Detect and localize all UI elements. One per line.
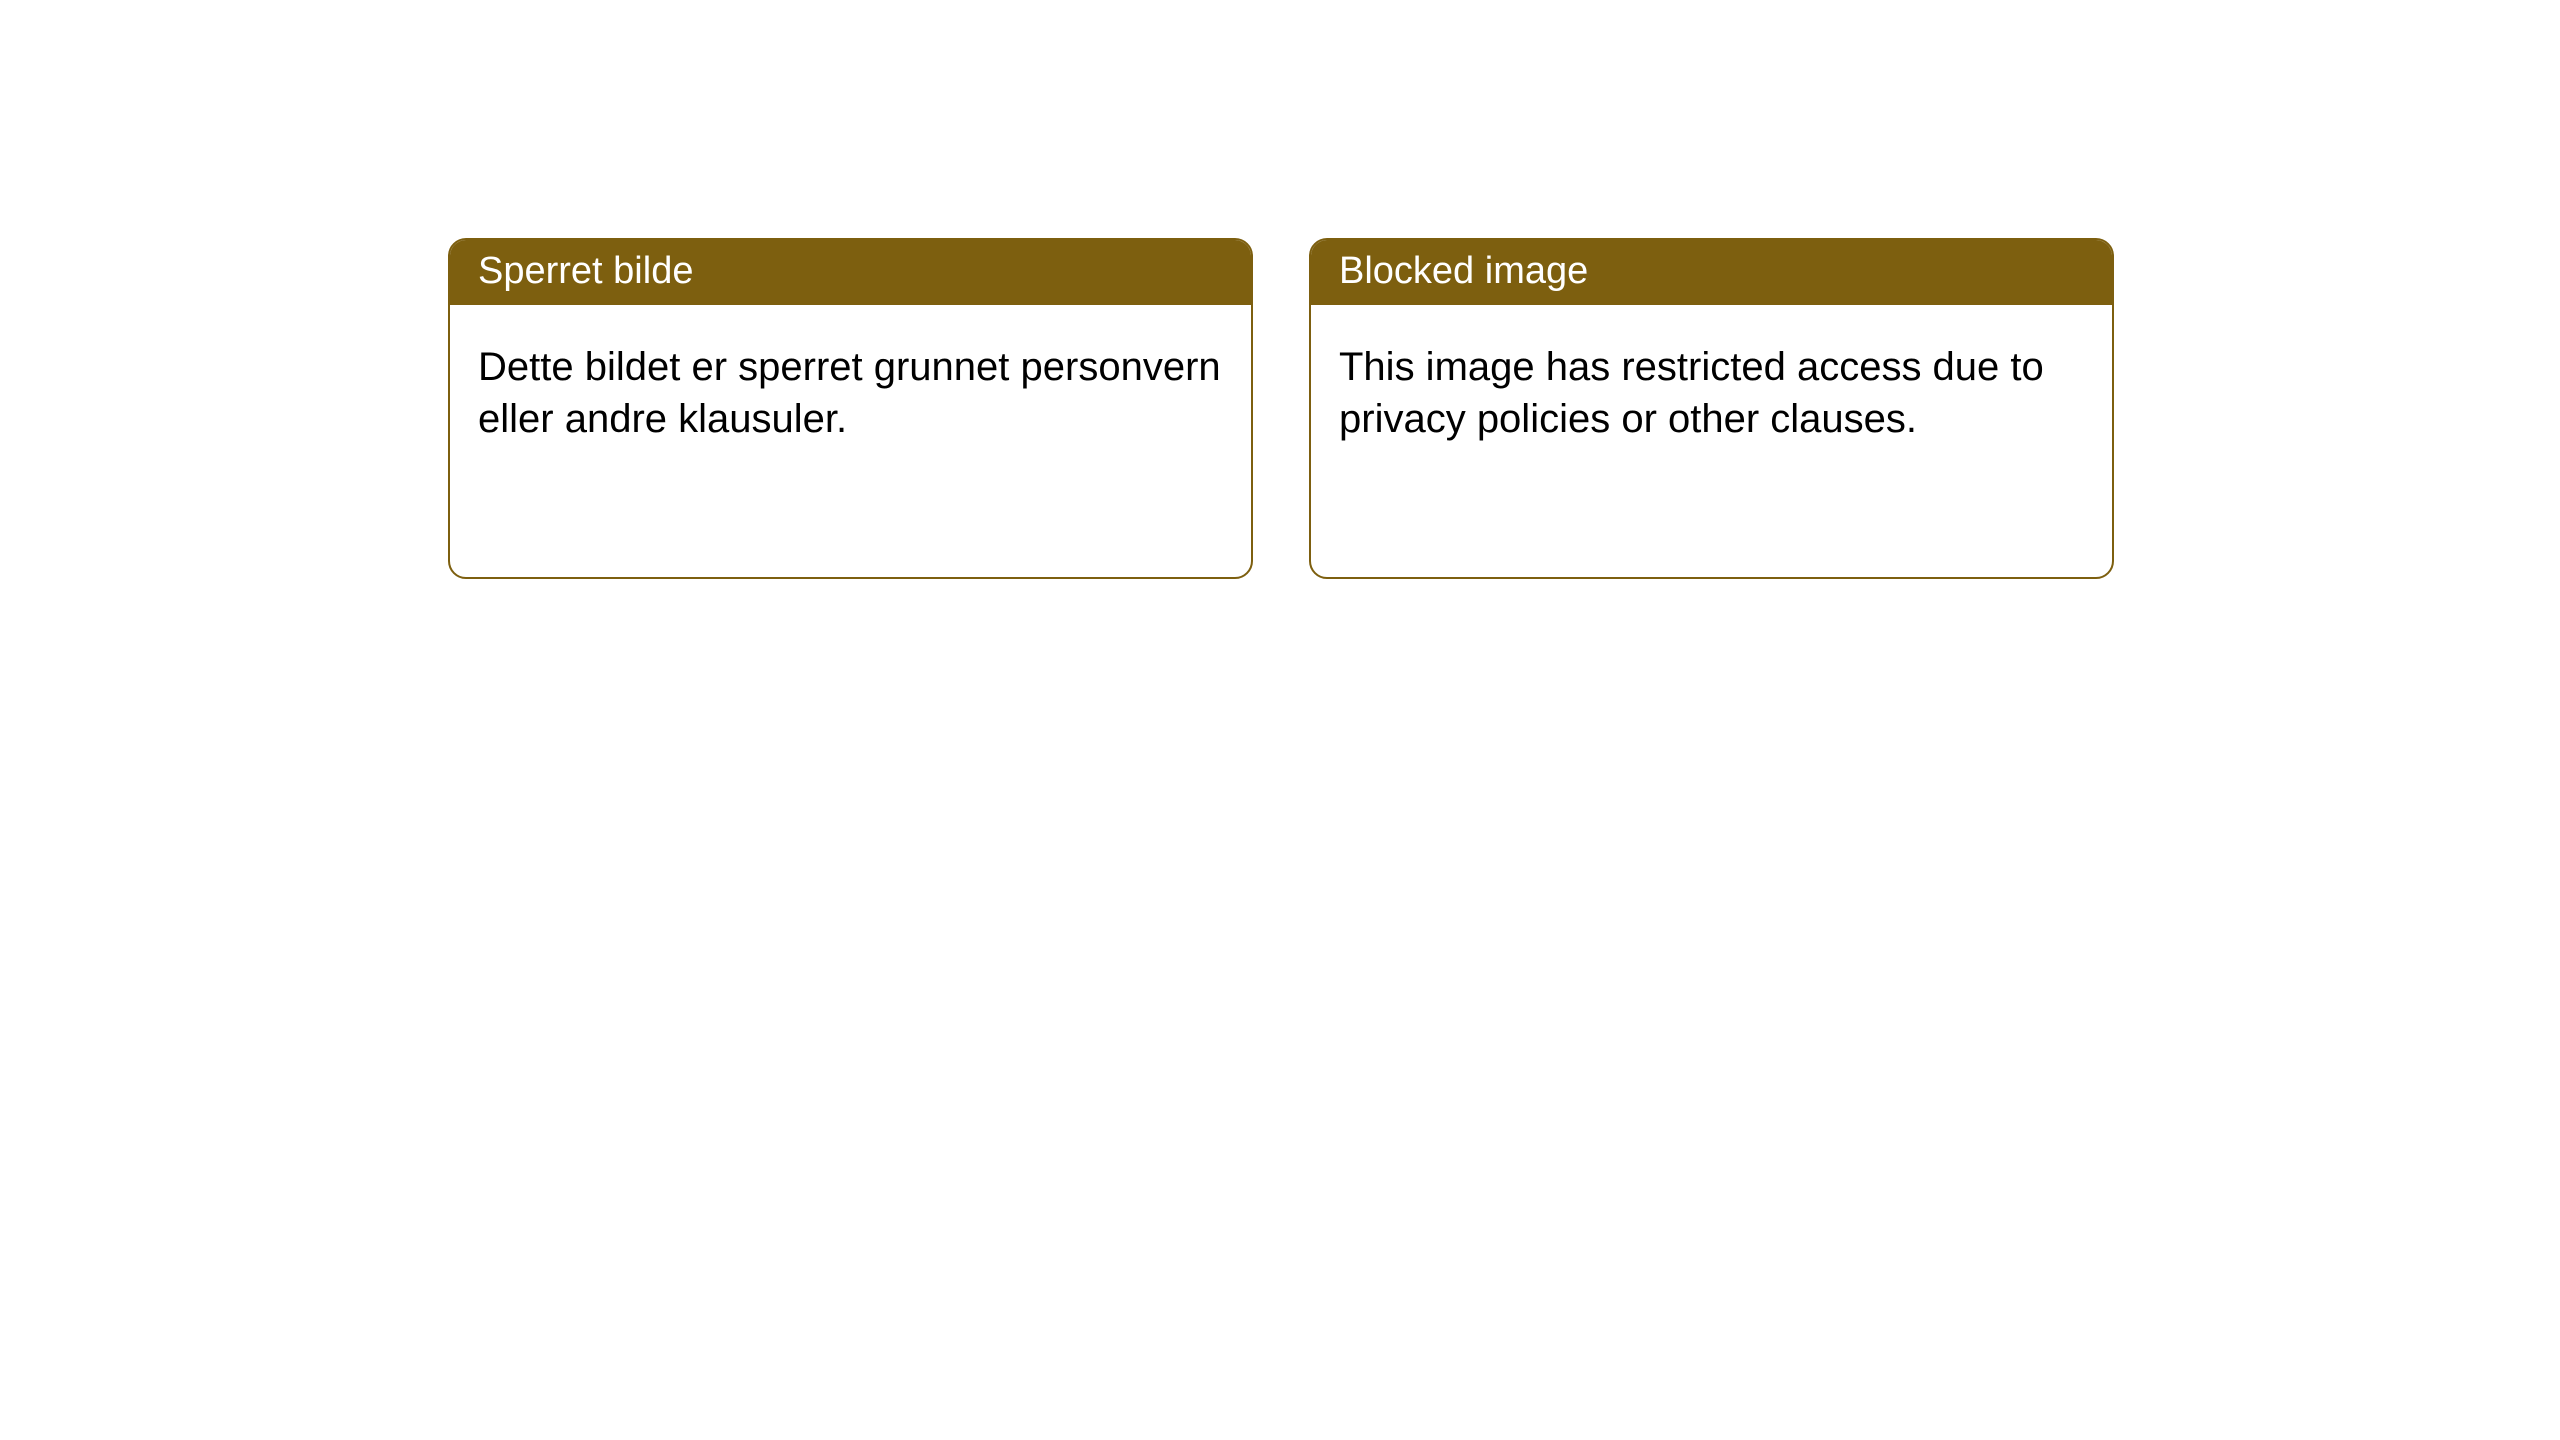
card-body: Dette bildet er sperret grunnet personve… <box>450 305 1251 577</box>
notice-card-english: Blocked image This image has restricted … <box>1309 238 2114 579</box>
card-body: This image has restricted access due to … <box>1311 305 2112 577</box>
card-body-text: This image has restricted access due to … <box>1339 345 2044 441</box>
card-title: Sperret bilde <box>478 250 693 292</box>
card-header: Blocked image <box>1311 240 2112 305</box>
notice-cards-container: Sperret bilde Dette bildet er sperret gr… <box>0 0 2560 579</box>
notice-card-norwegian: Sperret bilde Dette bildet er sperret gr… <box>448 238 1253 579</box>
card-title: Blocked image <box>1339 250 1588 292</box>
card-header: Sperret bilde <box>450 240 1251 305</box>
card-body-text: Dette bildet er sperret grunnet personve… <box>478 345 1221 441</box>
